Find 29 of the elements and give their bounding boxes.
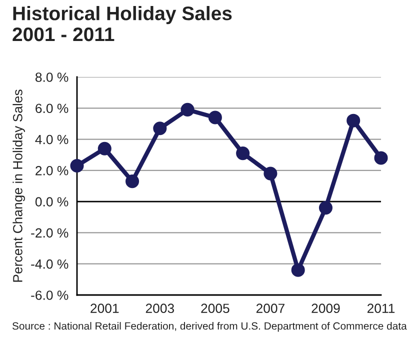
point — [126, 174, 140, 188]
point — [70, 158, 84, 173]
point — [374, 151, 388, 165]
y-tick-label: 0.0 % — [35, 197, 68, 206]
y-axis-title: Percent Change in Holiday Sales — [12, 90, 25, 282]
x-tick-label: 2003 — [146, 304, 174, 314]
source-note: Source : National Retail Federation, derived from U.S. Department of Commerce data — [12, 322, 407, 332]
chart-title: Historical Holiday Sales 2001 - 2011 — [12, 6, 232, 42]
y-tick-label: -2.0 % — [31, 228, 68, 238]
y-tick-label: 8.0 % — [36, 72, 68, 82]
x-tick-label: 2001 — [90, 304, 119, 314]
point — [318, 201, 332, 215]
x-tick-label: 2009 — [312, 304, 340, 314]
y-tick-label: -6.0 % — [31, 290, 68, 300]
x-tick-label: 2011 — [367, 304, 395, 314]
point — [264, 166, 278, 180]
y-tick-label: 2.0 % — [36, 166, 68, 176]
y-tick-label: -4.0 % — [31, 259, 68, 269]
point — [291, 263, 305, 277]
point — [180, 102, 194, 116]
point — [236, 146, 250, 160]
point — [153, 122, 167, 136]
point — [346, 114, 360, 128]
y-tick-label: 4.0 % — [35, 134, 68, 144]
y-tick-label: 6.0 % — [36, 104, 68, 114]
point — [98, 142, 112, 156]
x-tick-label: 2005 — [201, 304, 230, 314]
point — [208, 110, 222, 124]
x-tick-label: 2007 — [256, 304, 284, 314]
